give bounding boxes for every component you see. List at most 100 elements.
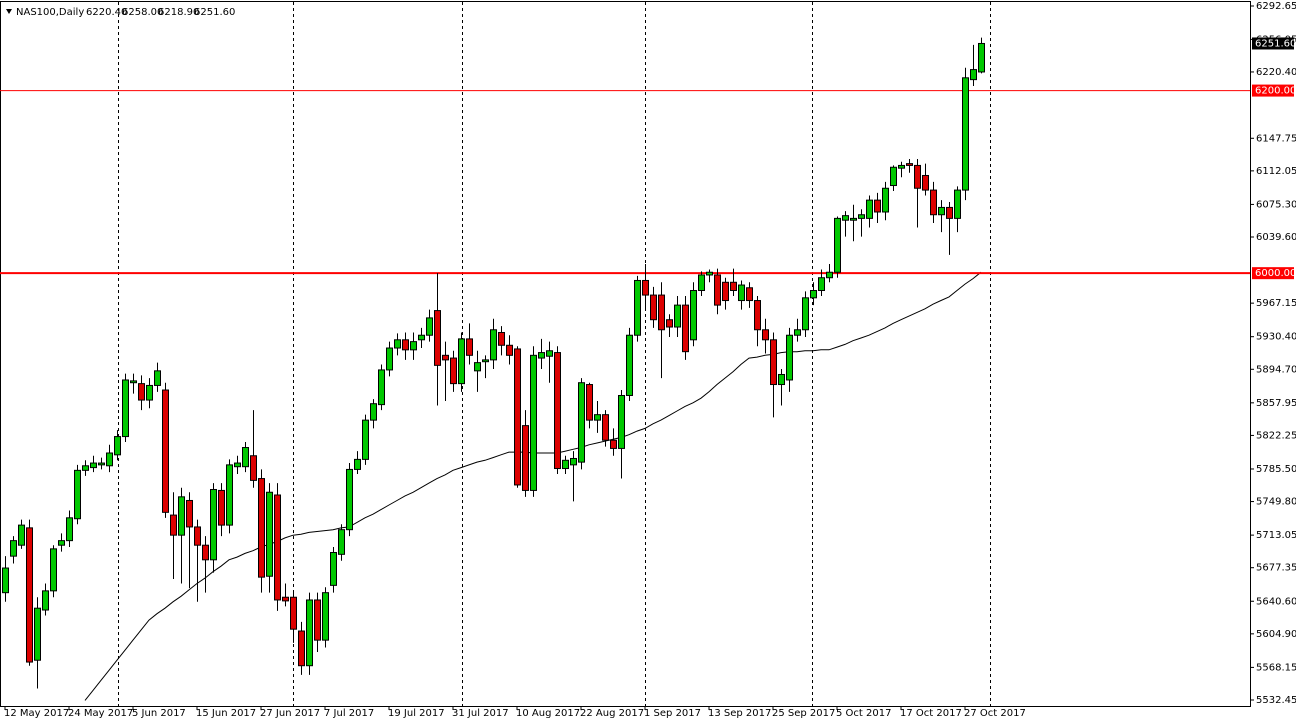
candle-body	[106, 452, 113, 467]
candle-body	[818, 277, 825, 292]
candle-body	[714, 274, 721, 306]
candle-body	[730, 281, 737, 292]
candle-body	[18, 524, 25, 546]
candle-body	[586, 384, 593, 421]
candle-body	[538, 352, 545, 359]
candle-body	[666, 319, 673, 328]
x-tick-label: 17 Oct 2017	[900, 708, 962, 719]
candle-body	[650, 294, 657, 321]
candle-body	[266, 491, 273, 577]
y-tick-label: 5857.95	[1256, 398, 1296, 409]
candle-body	[850, 217, 857, 221]
candle-body	[50, 548, 57, 592]
candle-body	[570, 457, 577, 466]
candle-body	[234, 462, 241, 468]
candle-body	[386, 347, 393, 371]
x-tick-label: 31 Jul 2017	[452, 708, 509, 719]
candle-body	[170, 514, 177, 536]
candle-body	[74, 469, 81, 520]
candle-body	[506, 344, 513, 356]
candle-body	[930, 189, 937, 216]
candle-body	[218, 489, 225, 526]
candle-body	[210, 489, 217, 561]
candle-body	[66, 517, 73, 542]
y-tick-label: 6075.30	[1256, 199, 1296, 210]
x-tick-label: 5 Oct 2017	[836, 708, 891, 719]
y-tick-label: 5604.90	[1256, 629, 1296, 640]
candle-body	[914, 164, 921, 189]
candle-body	[146, 384, 153, 401]
candle-body	[962, 77, 969, 191]
candle-body	[450, 357, 457, 385]
y-tick-label: 5532.45	[1256, 695, 1296, 706]
candle-body	[202, 544, 209, 561]
candle-body	[810, 290, 817, 299]
candle-body	[738, 284, 745, 302]
candle-body	[634, 279, 641, 336]
level-label: 6000.00	[1255, 268, 1296, 279]
ohlc-low: 6218.90	[158, 7, 199, 18]
candle-body	[522, 425, 529, 491]
candle-body	[130, 380, 137, 384]
candle-body	[698, 274, 705, 292]
candle-body	[346, 468, 353, 531]
candle-body	[778, 373, 785, 386]
plot-frame	[0, 1, 1251, 707]
y-tick-label: 5785.50	[1256, 464, 1296, 475]
x-tick-label: 7 Jul 2017	[324, 708, 374, 719]
candle-body	[786, 334, 793, 381]
y-tick-label: 6292.65	[1256, 1, 1296, 12]
x-tick-label: 22 Aug 2017	[580, 708, 644, 719]
candle-body	[514, 348, 521, 486]
candle-body	[562, 459, 569, 470]
y-tick-label: 5713.05	[1256, 530, 1296, 541]
candle-body	[354, 458, 361, 470]
y-tick-label: 6039.60	[1256, 232, 1296, 243]
candle-body	[682, 304, 689, 353]
x-tick-label: 19 Jul 2017	[388, 708, 445, 719]
candle-body	[498, 331, 505, 346]
candle-body	[410, 341, 417, 351]
menu-arrow	[6, 9, 12, 14]
y-tick-label: 5677.35	[1256, 563, 1296, 574]
x-tick-label: 10 Aug 2017	[516, 708, 580, 719]
candle-body	[466, 338, 473, 356]
candle-body	[250, 455, 257, 481]
y-tick-label: 6112.05	[1256, 166, 1296, 177]
candle-body	[98, 462, 105, 466]
candle-body	[82, 465, 89, 471]
candle-body	[626, 334, 633, 396]
candle-body	[890, 166, 897, 187]
candle-body	[674, 304, 681, 328]
candle-body	[434, 310, 441, 366]
candle-body	[954, 189, 961, 219]
candle-body	[306, 599, 313, 667]
level-label-box	[1252, 267, 1294, 280]
candle-body	[442, 354, 449, 361]
candle-body	[58, 540, 65, 546]
y-tick-label: 5822.25	[1256, 430, 1296, 441]
last-price-box	[1252, 37, 1294, 50]
candle-body	[842, 215, 849, 221]
candle-body	[610, 439, 617, 449]
candle-body	[194, 526, 201, 546]
candle-body	[762, 329, 769, 341]
candle-body	[530, 354, 537, 491]
candle-body	[10, 540, 17, 557]
candle-body	[378, 369, 385, 406]
x-tick-label: 13 Sep 2017	[708, 708, 771, 719]
candle-body	[282, 596, 289, 602]
x-tick-label: 27 Oct 2017	[964, 708, 1026, 719]
ohlc-high: 6258.00	[122, 7, 163, 18]
candle-body	[114, 436, 121, 456]
level-label: 6200.00	[1255, 86, 1296, 97]
candle-body	[618, 394, 625, 449]
x-tick-label: 24 May 2017	[68, 708, 133, 719]
ohlc-close: 6251.60	[194, 7, 235, 18]
candle-body	[90, 462, 97, 469]
candle-body	[858, 214, 865, 219]
candle-body	[482, 359, 489, 363]
candle-body	[554, 352, 561, 470]
